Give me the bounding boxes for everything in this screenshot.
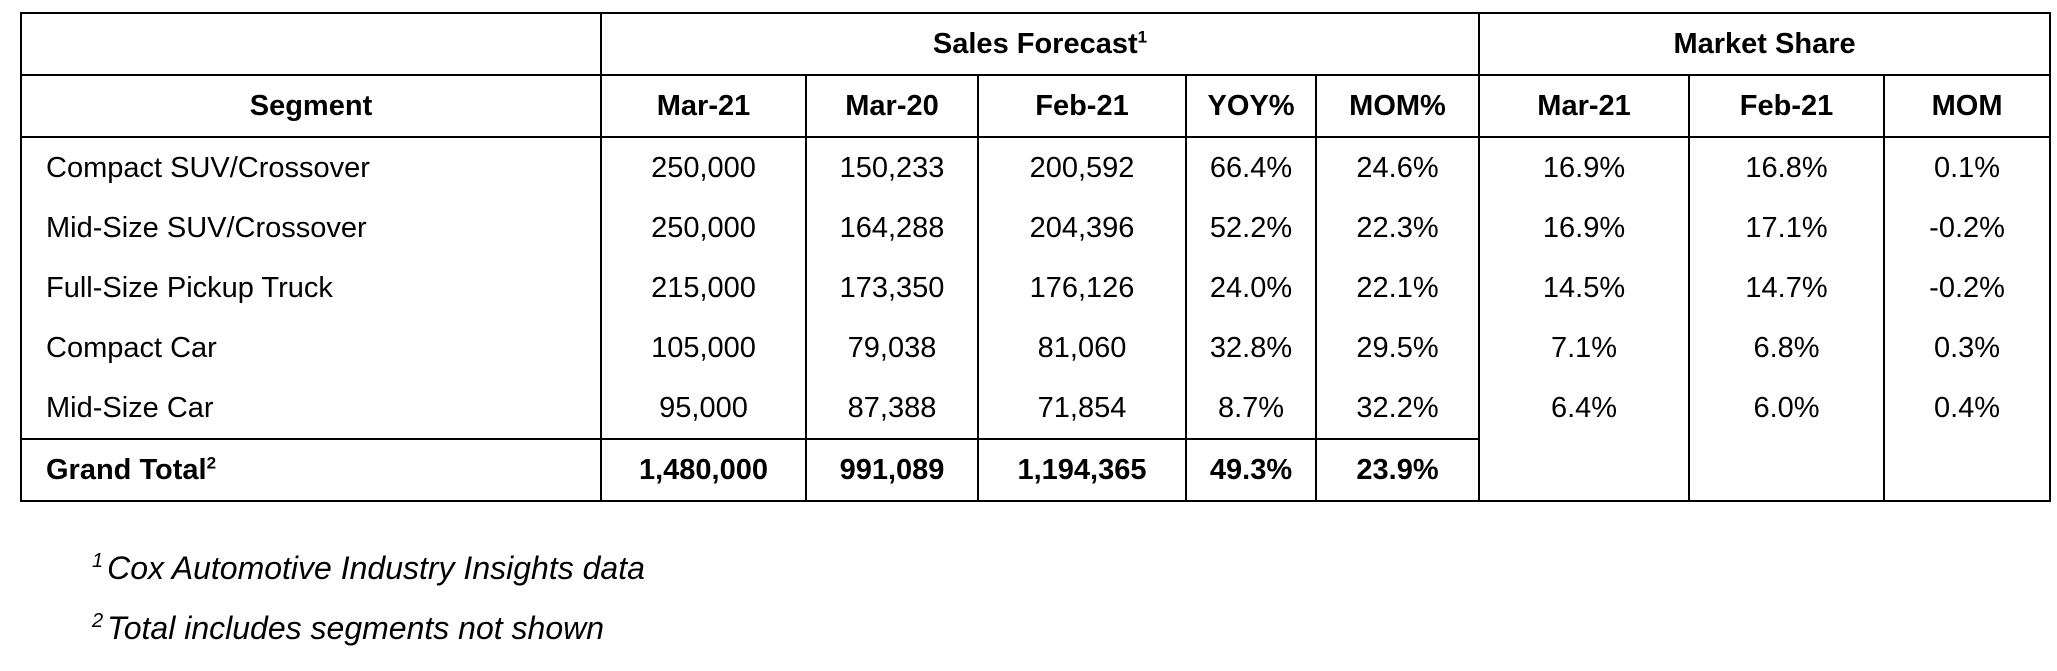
total-yoy-cell: 49.3% xyxy=(1185,438,1317,502)
ms-feb21-cell: 17.1% xyxy=(1688,198,1885,258)
ms-mom-cell: 0.3% xyxy=(1883,318,2052,378)
grand-total-note-marker: 2 xyxy=(206,452,217,472)
grand-total-row: Grand Total2 1,480,000 991,089 1,194,365… xyxy=(20,438,2052,502)
total-ms-mom-cell xyxy=(1883,439,2052,502)
sales-forecast-header: Sales Forecast1 xyxy=(599,12,1480,76)
total-mom-pct-cell: 23.9% xyxy=(1314,438,1481,502)
ms-mom-cell: -0.2% xyxy=(1883,198,2052,258)
ms-mar21-cell: 14.5% xyxy=(1478,258,1690,318)
sf-feb21-cell: 71,854 xyxy=(977,378,1186,439)
footnote-marker: 2 xyxy=(92,610,104,633)
ms-mom-cell: -0.2% xyxy=(1883,258,2052,318)
col-header-ms-mom: MOM xyxy=(1883,75,2052,138)
footnote-1: 1 Cox Automotive Industry Insights data xyxy=(92,548,645,608)
col-header-sf-mar20: Mar-20 xyxy=(805,75,978,138)
ms-feb21-cell: 6.8% xyxy=(1688,318,1885,378)
sf-mar20-cell: 150,233 xyxy=(805,137,978,198)
table-row: Mid-Size SUV/Crossover 250,000 164,288 2… xyxy=(20,198,2052,258)
segment-cell: Compact SUV/Crossover xyxy=(20,137,601,198)
ms-feb21-cell: 6.0% xyxy=(1688,378,1885,439)
col-header-segment: Segment xyxy=(20,75,601,138)
mom-pct-cell: 29.5% xyxy=(1314,318,1480,378)
ms-mar21-cell: 16.9% xyxy=(1478,137,1690,198)
ms-feb21-cell: 16.8% xyxy=(1688,137,1885,198)
footnote-text: Total includes segments not shown xyxy=(107,610,605,646)
total-sf-feb21-cell: 1,194,365 xyxy=(977,438,1187,502)
total-sf-mar20-cell: 991,089 xyxy=(805,438,979,502)
sf-mar21-cell: 95,000 xyxy=(600,378,806,439)
ms-mar21-cell: 16.9% xyxy=(1478,198,1690,258)
column-header-row: Segment Mar-21 Mar-20 Feb-21 YOY% MOM% M… xyxy=(20,75,2052,138)
segment-cell: Mid-Size SUV/Crossover xyxy=(20,198,601,258)
market-share-header: Market Share xyxy=(1478,12,2052,76)
sf-mar21-cell: 250,000 xyxy=(600,137,806,198)
yoy-cell: 24.0% xyxy=(1185,258,1316,318)
empty-corner-cell xyxy=(20,12,601,76)
col-header-yoy: YOY% xyxy=(1185,75,1316,138)
yoy-cell: 8.7% xyxy=(1185,378,1316,439)
segment-cell: Full-Size Pickup Truck xyxy=(20,258,601,318)
mom-pct-cell: 22.3% xyxy=(1314,198,1480,258)
col-header-ms-mar21: Mar-21 xyxy=(1478,75,1690,138)
mom-pct-cell: 24.6% xyxy=(1314,137,1480,198)
table-row: Mid-Size Car 95,000 87,388 71,854 8.7% 3… xyxy=(20,378,2052,439)
ms-mom-cell: 0.4% xyxy=(1883,378,2052,439)
total-ms-mar21-cell xyxy=(1478,439,1690,502)
grand-total-label: Grand Total xyxy=(46,453,207,486)
mom-pct-cell: 22.1% xyxy=(1314,258,1480,318)
footnote-marker: 1 xyxy=(92,550,104,573)
sf-mar21-cell: 215,000 xyxy=(600,258,806,318)
total-ms-feb21-cell xyxy=(1688,439,1885,502)
sf-feb21-cell: 81,060 xyxy=(977,318,1186,378)
segment-cell: Mid-Size Car xyxy=(20,378,601,439)
col-header-ms-feb21: Feb-21 xyxy=(1688,75,1885,138)
yoy-cell: 66.4% xyxy=(1185,137,1316,198)
col-header-sf-mar21: Mar-21 xyxy=(600,75,806,138)
grand-total-label-cell: Grand Total2 xyxy=(20,438,601,502)
segment-cell: Compact Car xyxy=(20,318,601,378)
sf-mar21-cell: 250,000 xyxy=(600,198,806,258)
sf-feb21-cell: 176,126 xyxy=(977,258,1186,318)
sf-mar20-cell: 173,350 xyxy=(805,258,978,318)
total-sf-mar21-cell: 1,480,000 xyxy=(600,438,807,502)
sf-mar20-cell: 79,038 xyxy=(805,318,978,378)
ms-mom-cell: 0.1% xyxy=(1883,137,2052,198)
mom-pct-cell: 32.2% xyxy=(1314,378,1480,439)
footnote-2: 2 Total includes segments not shown xyxy=(92,608,645,668)
ms-mar21-cell: 6.4% xyxy=(1478,378,1690,439)
table-row: Full-Size Pickup Truck 215,000 173,350 1… xyxy=(20,258,2052,318)
footnotes: 1 Cox Automotive Industry Insights data 2… xyxy=(92,548,645,668)
table-row: Compact Car 105,000 79,038 81,060 32.8% … xyxy=(20,318,2052,378)
group-header-row: Sales Forecast1 Market Share xyxy=(20,12,2052,76)
col-header-sf-feb21: Feb-21 xyxy=(977,75,1186,138)
footnote-text: Cox Automotive Industry Insights data xyxy=(107,550,645,586)
yoy-cell: 52.2% xyxy=(1185,198,1316,258)
table-row: Compact SUV/Crossover 250,000 150,233 20… xyxy=(20,137,2052,198)
col-header-mom-pct: MOM% xyxy=(1314,75,1480,138)
sf-feb21-cell: 200,592 xyxy=(977,137,1186,198)
ms-mar21-cell: 7.1% xyxy=(1478,318,1690,378)
sf-mar20-cell: 164,288 xyxy=(805,198,978,258)
yoy-cell: 32.8% xyxy=(1185,318,1316,378)
ms-feb21-cell: 14.7% xyxy=(1688,258,1885,318)
sales-forecast-note-marker: 1 xyxy=(1137,26,1148,46)
sf-mar20-cell: 87,388 xyxy=(805,378,978,439)
sf-mar21-cell: 105,000 xyxy=(600,318,806,378)
sf-feb21-cell: 204,396 xyxy=(977,198,1186,258)
sales-forecast-label: Sales Forecast xyxy=(932,27,1138,60)
sales-forecast-table: Sales Forecast1 Market Share Segment Mar… xyxy=(20,12,2052,502)
